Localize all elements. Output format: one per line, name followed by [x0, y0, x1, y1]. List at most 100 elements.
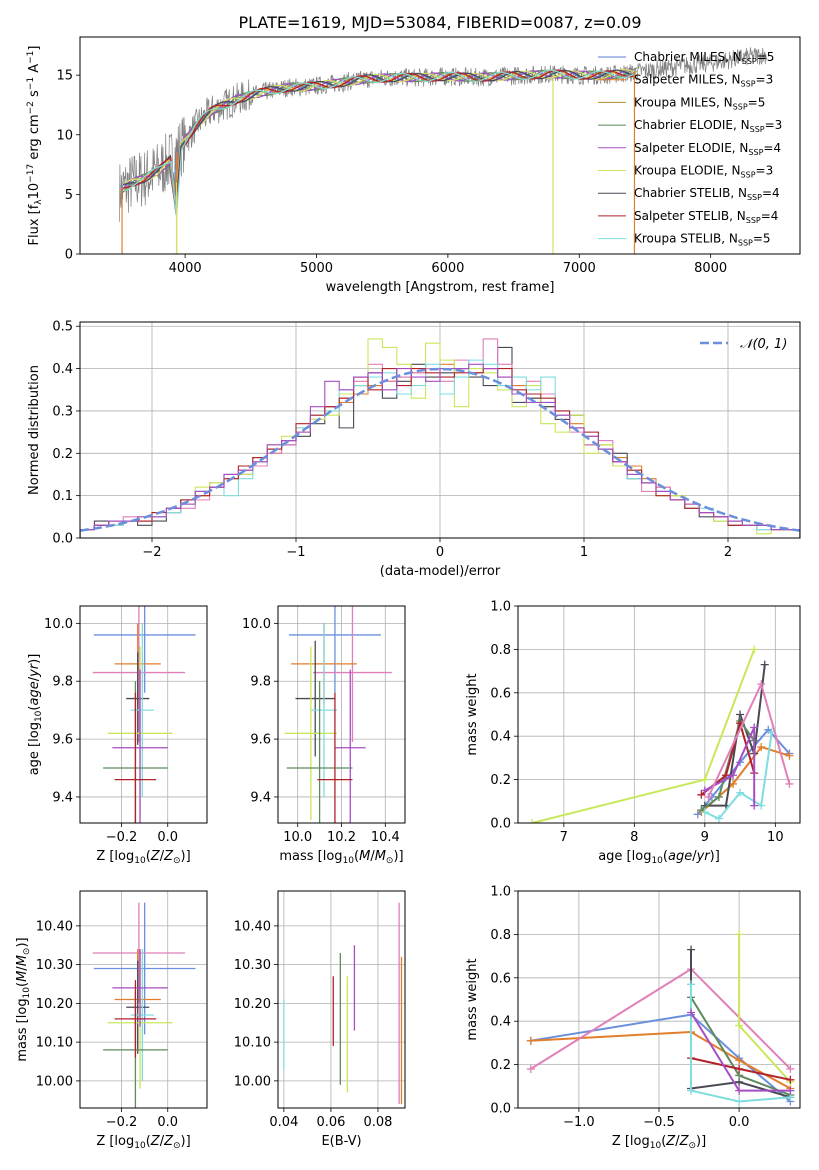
label-part: Salpeter ELODIE, N — [634, 141, 748, 155]
label-part: Z — [163, 1134, 174, 1149]
label-part: M — [15, 971, 30, 982]
y-tick-label: 15 — [56, 69, 73, 84]
axes-frame — [79, 321, 801, 539]
weight-marker — [786, 1075, 795, 1084]
residuals-panel: −2 −1 0 1 2 0.0 0.1 0.2 0.3 0.4 0.5 𝒩(0, 1) (data-mo… — [27, 320, 801, 579]
label-part: SSP — [748, 148, 763, 157]
x-axis-label: age [log10(age/yr)] — [598, 849, 720, 866]
axes-frame — [79, 36, 801, 255]
label-part: SSP — [742, 57, 757, 66]
error-bar — [284, 646, 338, 821]
model-spectrum — [123, 69, 634, 214]
label-part: M — [375, 849, 386, 864]
weight-marker — [735, 1086, 744, 1095]
y-tick-label: 10.30 — [36, 958, 73, 973]
y-tick-label: 10.0 — [242, 617, 271, 632]
x-tick-label: 0.04 — [269, 1115, 298, 1130]
error-bars — [92, 902, 196, 1108]
x-tick-label: 0.06 — [316, 1115, 345, 1130]
y-tick-label: 0.2 — [52, 447, 73, 462]
label-part: λ — [34, 199, 44, 205]
y-tick-label: 1.0 — [490, 885, 511, 900]
x-tick-label: 9 — [701, 830, 709, 845]
weight-marker — [786, 1064, 795, 1073]
y-tick-label: 0.4 — [490, 1015, 511, 1030]
y-axis-label: mass weight — [465, 958, 480, 1040]
x-axis-label: Z [log10(Z/Z⊙)] — [96, 1134, 190, 1151]
x-tick-label: 10.0 — [283, 830, 312, 845]
y-tick-label: 10.40 — [234, 919, 271, 934]
y-tick-label: 10 — [56, 128, 73, 143]
y-tick-label: 0.2 — [490, 1058, 511, 1073]
y-tick-label: 0.0 — [52, 532, 73, 547]
label-part: Z [log — [612, 1134, 650, 1149]
x-tick-label: −0.2 — [106, 830, 138, 845]
y-tick-label: 0.8 — [490, 643, 511, 658]
error-bar — [93, 902, 196, 1035]
model-spectrum — [122, 69, 634, 211]
legend-entry: Kroupa STELIB, NSSP=5 — [634, 232, 771, 248]
legend-entry: Chabrier MILES, NSSP=5 — [634, 50, 774, 66]
weight-marker — [735, 1021, 744, 1030]
model-spectrum — [122, 68, 633, 208]
label-part: =3 — [756, 73, 774, 87]
label-part: / — [27, 676, 42, 681]
error-bar — [114, 980, 157, 1058]
label-part: Chabrier STELIB, N — [634, 186, 747, 200]
age-vs-Z-panel: −0.2 0.09.49.69.810.0Z [log10(Z/Z⊙)]age [… — [27, 605, 208, 866]
label-part: ( — [661, 1134, 666, 1149]
error-bar — [126, 960, 150, 1054]
figure-title: PLATE=1619, MJD=53084, FIBERID=0087, z=0… — [238, 13, 641, 32]
weight-marker — [697, 790, 706, 799]
weight-marker — [735, 1056, 744, 1065]
weight-marker — [687, 1008, 696, 1017]
error-bars — [284, 606, 392, 823]
label-part: =4 — [762, 186, 780, 200]
weight-vs-Z-panel: −1.0 −0.5 0.00.00.20.40.60.81.0Z [log10(Z/… — [465, 885, 801, 1151]
spectrum-lines — [119, 47, 768, 254]
label-part: Z — [679, 1134, 690, 1149]
histograms — [80, 338, 800, 538]
label-part: SSP — [738, 239, 753, 248]
y-tick-label: 9.8 — [250, 675, 271, 690]
label-part: Normed distribution — [27, 365, 42, 495]
spectrum-panel: 4000 5000 6000 7000 8000 0 5 10 15 Chabrier MILES… — [26, 36, 801, 295]
weight-marker — [687, 980, 696, 989]
label-part: SSP — [741, 171, 756, 180]
label-part: SSP — [746, 216, 761, 225]
y-axis-label: mass weight — [465, 673, 480, 755]
label-part: )] — [181, 1134, 191, 1149]
y-tick-label: 10.0 — [44, 617, 73, 632]
y-axis-label: mass [log10(M/M⊙)] — [15, 937, 32, 1061]
label-part: s — [27, 90, 42, 101]
y-tick-label: 0.4 — [490, 730, 511, 745]
y-tick-label: 0 — [65, 248, 73, 263]
legend-entry: Salpeter ELODIE, NSSP=4 — [634, 141, 781, 157]
error-bar — [295, 640, 335, 757]
label-part: 10 — [651, 856, 663, 866]
y-tick-label: 0.0 — [490, 1102, 511, 1117]
axes-frame — [79, 890, 208, 1109]
label-part: ⊙ — [22, 948, 32, 956]
label-part: Z [log — [96, 849, 134, 864]
x-axis-label: Z [log10(Z/Z⊙)] — [96, 849, 190, 866]
error-bar — [130, 949, 154, 1081]
label-part: 10 — [34, 710, 44, 722]
label-part: mass weight — [465, 673, 480, 755]
error-bar — [313, 606, 392, 742]
x-tick-label: 0.0 — [157, 1115, 178, 1130]
weight-marker — [735, 1097, 744, 1106]
weight-marker — [757, 680, 766, 689]
label-part: 10 — [343, 856, 355, 866]
axes-frame — [277, 890, 406, 1109]
legend-entry: Salpeter MILES, NSSP=3 — [634, 73, 773, 89]
label-part: Flux [f — [27, 204, 42, 245]
y-tick-label: 10.20 — [234, 997, 271, 1012]
y-tick-label: 0.3 — [52, 404, 73, 419]
label-part: 10 — [134, 856, 146, 866]
legend-entry: Chabrier ELODIE, NSSP=3 — [634, 118, 782, 134]
